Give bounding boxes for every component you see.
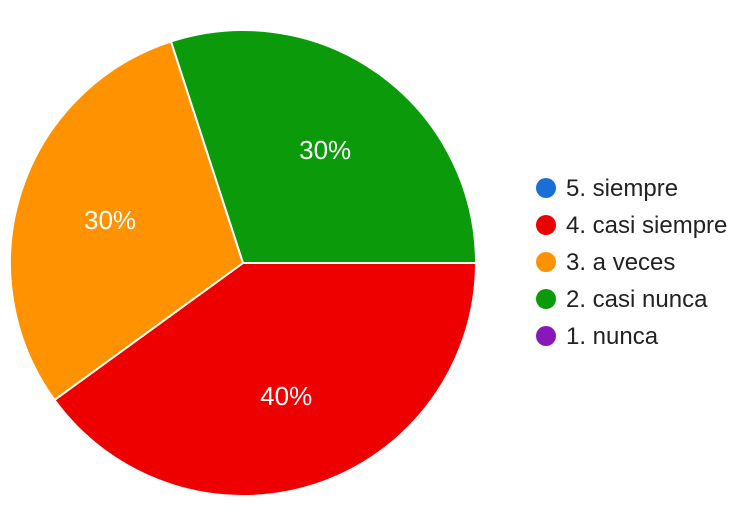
pie-slice-labels: 40% 30% 30% (84, 135, 351, 411)
legend-marker (536, 215, 556, 235)
pie-slice-casi-nunca (169, 29, 478, 264)
pie-slice-casi-siempre (53, 262, 478, 497)
slice-data-label: 30% (299, 135, 351, 165)
slice-data-label: 30% (84, 205, 136, 235)
pie-slices (9, 29, 478, 497)
pie-slice-a-veces (9, 40, 245, 402)
legend-label: 5. siempre (566, 175, 678, 202)
legend-marker (536, 252, 556, 272)
legend-label: 2. casi nunca (566, 286, 708, 313)
legend-label: 3. a veces (566, 249, 675, 276)
legend-marker (536, 289, 556, 309)
legend-label: 4. casi siempre (566, 212, 727, 239)
legend-marker (536, 326, 556, 346)
legend-marker (536, 178, 556, 198)
slice-data-label: 40% (260, 381, 312, 411)
legend-label: 1. nunca (566, 323, 659, 350)
legend: 5. siempre 4. casi siempre 3. a veces 2. ca… (536, 175, 727, 350)
